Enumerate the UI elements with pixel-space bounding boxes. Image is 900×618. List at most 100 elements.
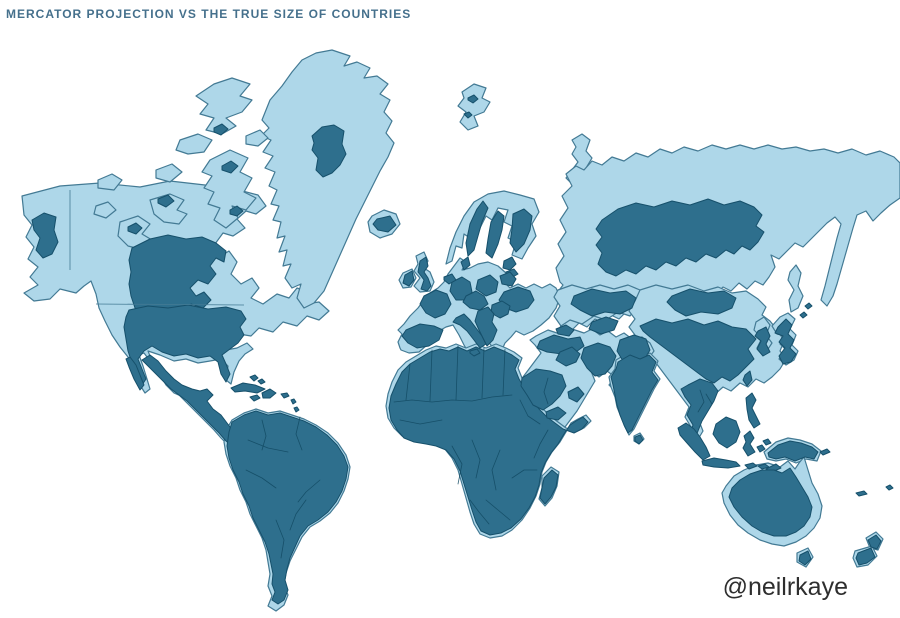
mongolia-true xyxy=(666,288,737,317)
devon-island-mercator xyxy=(175,133,213,155)
pacific-island-true xyxy=(819,448,831,456)
bahamas-true xyxy=(249,374,259,382)
moluccas-true xyxy=(756,444,766,453)
greenland-mercator xyxy=(260,49,395,309)
arctic-islet-mercator xyxy=(93,201,117,219)
arctic-fragment-true xyxy=(127,222,143,235)
france-true xyxy=(419,289,452,319)
sumatra-true xyxy=(677,422,711,461)
cuba-true xyxy=(230,382,266,394)
sakhalin-mercator xyxy=(787,264,804,313)
arctic-fragment-true xyxy=(229,205,244,217)
caucasus-true xyxy=(555,324,575,337)
moluccas-true xyxy=(762,438,772,446)
arctic-islet-mercator xyxy=(155,163,183,183)
new-zealand-south-true xyxy=(855,547,876,566)
sulawesi-true xyxy=(742,430,756,457)
russia-true xyxy=(595,198,765,277)
hispaniola-true xyxy=(261,388,277,399)
sri-lanka-true xyxy=(634,434,644,445)
bahamas-true xyxy=(257,378,266,385)
africa-true xyxy=(388,346,589,536)
arctic-fragment-true xyxy=(221,160,239,174)
baltic-states-true xyxy=(502,256,517,271)
iraq-syria-true xyxy=(555,346,581,367)
attribution-handle: @neilrkaye xyxy=(722,573,848,601)
sicily-true xyxy=(469,348,481,357)
svalbard-mercator xyxy=(457,83,491,131)
arctic-fragment-true xyxy=(213,123,229,136)
taiwan-true xyxy=(742,370,753,387)
map-title: MERCATOR PROJECTION VS THE TRUE SIZE OF … xyxy=(6,7,412,21)
indonesia-true xyxy=(677,416,782,473)
us-canada-border xyxy=(95,303,245,306)
middle-east-true xyxy=(520,324,617,421)
arctic-fragment-true xyxy=(157,194,175,208)
arctic-islet-mercator xyxy=(97,173,123,191)
pacific-islands-true xyxy=(819,448,894,497)
svalbard-speck-true xyxy=(463,111,473,119)
new-caledonia-true xyxy=(855,490,868,497)
asia-borders xyxy=(543,377,713,413)
lesser-sunda-true xyxy=(744,462,758,470)
italy-true xyxy=(452,313,487,349)
jamaica-true xyxy=(249,394,261,402)
new-guinea-true xyxy=(767,440,819,462)
finland-true xyxy=(509,208,533,253)
norway-true xyxy=(465,200,489,257)
europe-true xyxy=(401,200,535,357)
antilles-true xyxy=(290,398,297,405)
caribbean-true xyxy=(230,374,300,413)
iberia-true xyxy=(401,323,444,349)
philippines-true xyxy=(745,392,761,429)
greenland-true xyxy=(311,124,347,178)
arctic-islet-mercator xyxy=(245,129,269,147)
china-true xyxy=(639,318,757,384)
java-true xyxy=(701,457,741,469)
iceland-true xyxy=(372,215,397,233)
madagascar-true xyxy=(539,469,559,505)
iran-true xyxy=(580,342,617,377)
antilles-true xyxy=(293,406,300,413)
south-america-true xyxy=(226,410,349,605)
saudi-arabia-true xyxy=(520,368,567,411)
kuril-speck-true xyxy=(804,302,813,310)
new-zealand-north-true xyxy=(867,534,882,550)
central-europe-true xyxy=(462,290,489,311)
true-size-layer xyxy=(31,94,894,605)
svalbard-speck-true xyxy=(467,94,479,104)
fiji-true xyxy=(885,484,894,491)
tasmania-true xyxy=(798,550,812,566)
kazakhstan-true xyxy=(570,288,637,317)
alaska-true xyxy=(31,212,59,259)
ellesmere-island-mercator xyxy=(195,77,253,135)
benelux-true xyxy=(443,273,457,285)
australia-true xyxy=(728,467,813,537)
korea-true xyxy=(754,326,771,357)
japan-true xyxy=(774,318,797,365)
yemen-true xyxy=(545,406,567,421)
africa-borders xyxy=(393,345,549,525)
denmark-true xyxy=(460,256,471,271)
central-asia-true xyxy=(588,316,619,335)
balkans-true xyxy=(474,306,498,347)
country-borders xyxy=(69,190,713,559)
south-america-borders xyxy=(245,416,321,559)
sweden-true xyxy=(485,210,505,259)
baffin-island-mercator xyxy=(201,149,257,229)
oman-true xyxy=(567,386,585,403)
uk-true xyxy=(417,256,432,292)
ireland-true xyxy=(402,270,415,287)
india-true xyxy=(610,354,659,434)
kuril-speck-true xyxy=(799,311,808,319)
belarus-true xyxy=(499,271,517,287)
puerto-rico-true xyxy=(280,392,290,399)
canada-arctic-fragments-true xyxy=(127,123,244,235)
usa-true xyxy=(123,304,247,386)
misc-specks-true xyxy=(463,94,813,319)
poland-true xyxy=(475,274,499,297)
baja-true xyxy=(125,356,145,391)
borneo-true xyxy=(712,416,741,449)
